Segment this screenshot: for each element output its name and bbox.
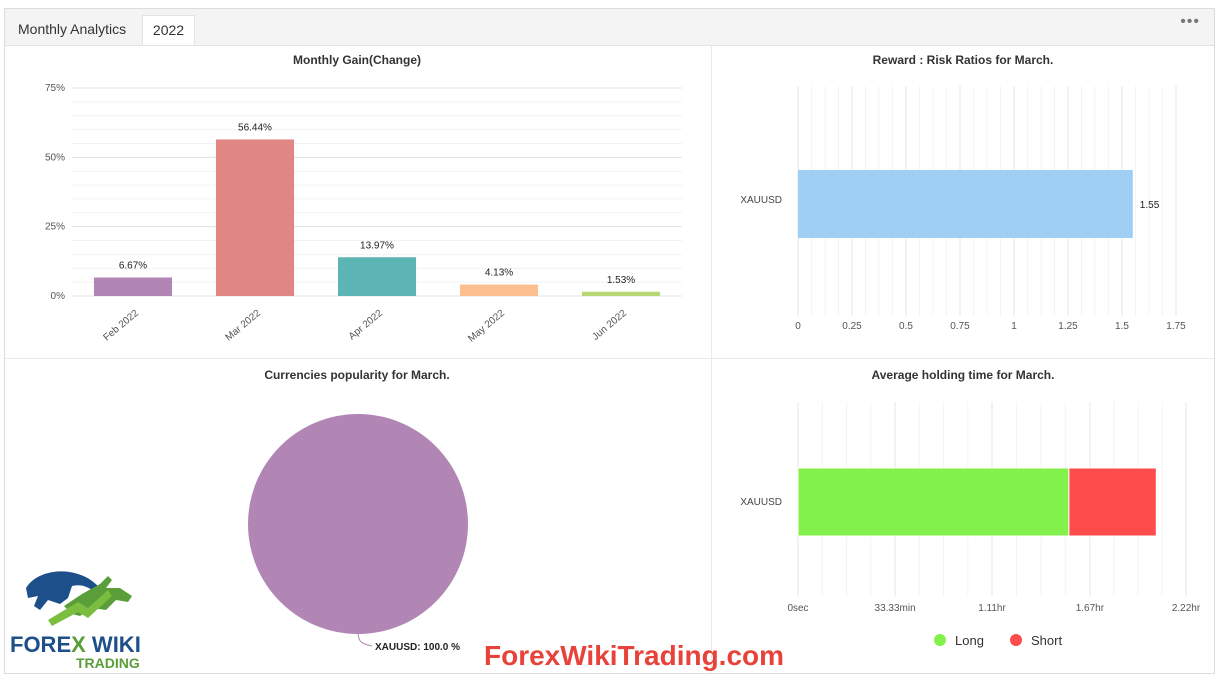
currencies-popularity-chart: Currencies popularity for March. XAUUSD:…	[248, 368, 468, 653]
logo-word-wiki: WIKI	[86, 632, 141, 657]
y-tick-label: 25%	[45, 222, 65, 233]
reward-risk-chart: Reward : Risk Ratios for March. 0 0.25 0.5…	[740, 53, 1186, 332]
currencies-popularity-slices	[248, 414, 468, 634]
x-tick-label: 1.75	[1166, 321, 1186, 332]
bar-apr-2022	[337, 257, 417, 296]
x-tick-label: 33.33min	[875, 603, 916, 614]
legend-marker-short	[1010, 634, 1022, 646]
tab-monthly-analytics[interactable]: Monthly Analytics	[18, 21, 127, 37]
bar-data-label: 4.13%	[485, 268, 513, 279]
x-tick-label: 0.25	[842, 321, 862, 332]
x-tick-label: 0sec	[787, 603, 808, 614]
svg-text:FOREX WIKI: FOREX WIKI	[10, 632, 141, 657]
currencies-popularity-title: Currencies popularity for March.	[264, 368, 449, 382]
pie-data-label: XAUUSD: 100.0 %	[375, 642, 460, 653]
legend-marker-long	[934, 634, 946, 646]
bar-segment-long	[797, 467, 1070, 537]
y-tick-label: 75%	[45, 83, 65, 94]
panel-divider-vertical	[711, 45, 712, 673]
arrow-up-icon	[48, 590, 112, 626]
reward-risk-title: Reward : Risk Ratios for March.	[873, 53, 1054, 67]
panel-divider-horizontal	[5, 358, 1214, 359]
more-options-icon[interactable]: •••	[1180, 13, 1200, 30]
y-tick-label: 50%	[45, 152, 65, 163]
x-tick-label: 1.67hr	[1076, 603, 1105, 614]
legend-label-long: Long	[955, 633, 984, 648]
reward-risk-x-axis: 0 0.25 0.5 0.75 1 1.25 1.5 1.75	[795, 321, 1186, 332]
bar-data-label: 1.53%	[607, 275, 635, 286]
holding-time-bars	[797, 467, 1157, 537]
x-tick-label: 1	[1011, 321, 1017, 332]
forex-wiki-logo: FOREX WIKI TRADING	[10, 571, 141, 671]
bar-data-label: 13.97%	[360, 240, 394, 251]
bear-silhouette-icon	[26, 571, 100, 610]
bar-data-label: 56.44%	[238, 122, 272, 133]
logo-letter-x: X	[71, 632, 86, 657]
bar-data-label: 6.67%	[119, 261, 147, 272]
x-tick-label: 1.11hr	[978, 603, 1006, 614]
category-label: XAUUSD	[740, 195, 782, 206]
x-tick-label: Feb 2022	[101, 308, 141, 344]
y-tick-label: 0%	[51, 291, 66, 302]
x-tick-label: May 2022	[466, 308, 507, 345]
pie-slice-xauusd	[248, 414, 468, 634]
x-tick-label: Mar 2022	[223, 308, 263, 344]
reward-risk-data-labels: 1.55	[1140, 200, 1160, 211]
x-tick-label: 2.22hr	[1172, 603, 1201, 614]
bar-mar-2022	[215, 139, 295, 296]
tab-year-2022[interactable]: 2022	[142, 15, 195, 45]
reward-risk-y-axis: XAUUSD	[740, 195, 782, 206]
reward-risk-bars	[798, 170, 1133, 238]
logo-word-trading: TRADING	[76, 655, 140, 671]
holding-time-title: Average holding time for March.	[872, 368, 1055, 382]
monthly-gain-chart: Monthly Gain(Change) 0% 25% 50% 75% 6.67% 56…	[45, 53, 682, 345]
legend-label-short: Short	[1031, 633, 1062, 648]
holding-time-y-axis: XAUUSD	[740, 497, 782, 508]
bar-feb-2022	[93, 277, 173, 296]
x-tick-label: 1.5	[1115, 321, 1129, 332]
holding-time-legend[interactable]: Long Short	[934, 633, 1062, 648]
monthly-gain-y-axis: 0% 25% 50% 75%	[45, 83, 65, 302]
x-tick-label: Jun 2022	[590, 308, 629, 343]
x-tick-label: 1.25	[1058, 321, 1078, 332]
monthly-gain-title: Monthly Gain(Change)	[293, 53, 421, 67]
tab-bar: Monthly Analytics 2022 •••	[5, 9, 1214, 46]
bar-segment-short	[1068, 467, 1157, 537]
monthly-gain-bars	[93, 139, 661, 296]
bar-jun-2022	[581, 291, 661, 296]
currencies-popularity-labels: XAUUSD: 100.0 %	[357, 631, 460, 653]
bar-xauusd	[798, 170, 1133, 238]
pie-label-connector	[357, 631, 373, 647]
holding-time-x-axis: 0sec 33.33min 1.11hr 1.67hr 2.22hr	[787, 603, 1200, 614]
watermark-text: ForexWikiTrading.com	[484, 640, 785, 671]
x-tick-label: 0.5	[899, 321, 913, 332]
x-tick-label: 0.75	[950, 321, 970, 332]
logo-word-fore: FORE	[10, 632, 71, 657]
bar-may-2022	[459, 284, 539, 296]
monthly-gain-data-labels: 6.67% 56.44% 13.97% 4.13% 1.53%	[119, 122, 635, 285]
bar-data-label: 1.55	[1140, 200, 1160, 211]
monthly-analytics-panel: Monthly Analytics 2022 •••	[4, 8, 1215, 674]
holding-time-chart: Average holding time for March. 0sec 33.3…	[740, 368, 1201, 648]
x-tick-label: 0	[795, 321, 801, 332]
category-label: XAUUSD	[740, 497, 782, 508]
monthly-gain-x-axis: Feb 2022 Mar 2022 Apr 2022 May 2022 Jun 2022	[101, 308, 629, 345]
x-tick-label: Apr 2022	[347, 308, 385, 343]
